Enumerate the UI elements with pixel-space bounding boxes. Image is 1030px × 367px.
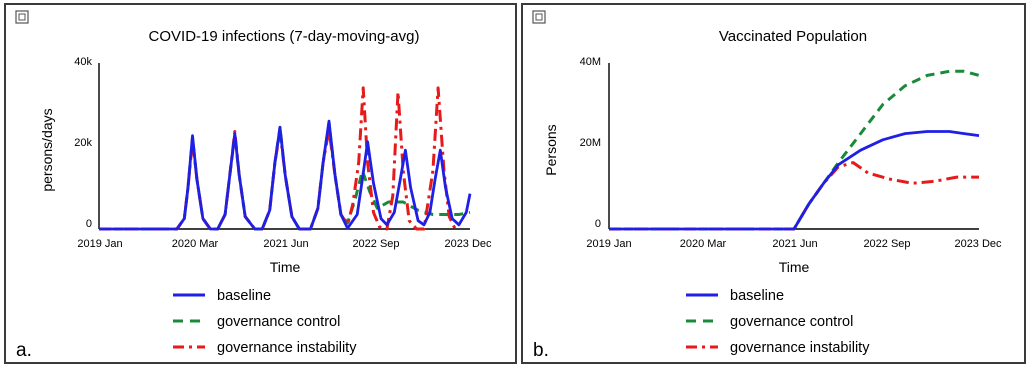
chart2-x-tick-label: 2019 Jan bbox=[586, 238, 631, 250]
chart2-x-tick-label: 2022 Sep bbox=[863, 238, 910, 250]
chart2-series-governance-instability bbox=[609, 161, 979, 231]
chart1-x-tick-label: 2020 Mar bbox=[172, 238, 219, 250]
chart1-legend-label: governance control bbox=[217, 314, 340, 330]
chart1-y-axis-label: persons/days bbox=[39, 108, 55, 191]
chart1-x-tick-label: 2019 Jan bbox=[77, 238, 122, 250]
chart1-panel-label: a. bbox=[16, 340, 32, 361]
chart-a: COVID-19 infections (7-day-moving-avg) 40… bbox=[15, 10, 492, 361]
chart2-x-tick-label: 2021 Jun bbox=[772, 238, 817, 250]
panel-a: COVID-19 infections (7-day-moving-avg) 40… bbox=[4, 3, 517, 364]
chart2-y-axis-label: Persons bbox=[543, 124, 559, 175]
chart1-y-tick-label: 40k bbox=[74, 56, 92, 68]
chart2-y-tick-label: 20M bbox=[580, 137, 601, 149]
chart2-series-governance-control bbox=[609, 69, 980, 231]
chart2-panel-label: b. bbox=[533, 340, 549, 361]
chart2-x-tick-label: 2023 Dec bbox=[954, 238, 1002, 250]
chart2-title: Vaccinated Population bbox=[719, 28, 867, 45]
chart1-x-tick-label: 2023 Dec bbox=[444, 238, 492, 250]
chart1-x-axis-label: Time bbox=[270, 259, 301, 275]
chart2-legend-label: baseline bbox=[730, 288, 784, 304]
chart1-y-tick-label: 0 bbox=[86, 218, 92, 230]
chart2-legend-label: governance control bbox=[730, 314, 853, 330]
chart1-x-tick-label: 2021 Jun bbox=[263, 238, 308, 250]
chart2-x-axis-label: Time bbox=[779, 259, 810, 275]
chart1-y-tick-label: 20k bbox=[74, 137, 92, 149]
chart1-series-governance-instability bbox=[99, 86, 457, 231]
chart1-x-tick-label: 2022 Sep bbox=[352, 238, 399, 250]
chart2-y-tick-label: 0 bbox=[595, 218, 601, 230]
chart2-y-tick-label: 40M bbox=[580, 56, 601, 68]
chart1-legend-label: baseline bbox=[217, 288, 271, 304]
chart2-x-tick-label: 2020 Mar bbox=[680, 238, 727, 250]
chart2-legend-label: governance instability bbox=[730, 340, 870, 356]
chart1-legend-label: governance instability bbox=[217, 340, 357, 356]
panel-b: Vaccinated Population 40M 20M 0 2019 Jan 2020… bbox=[521, 3, 1026, 364]
chart-b: Vaccinated Population 40M 20M 0 2019 Jan 2020… bbox=[532, 10, 1002, 361]
maximize-icon[interactable] bbox=[532, 10, 546, 24]
chart1-title: COVID-19 infections (7-day-moving-avg) bbox=[149, 28, 420, 45]
chart2-series-baseline bbox=[609, 130, 980, 231]
maximize-icon[interactable] bbox=[15, 10, 29, 24]
chart1-series-baseline bbox=[99, 119, 472, 231]
